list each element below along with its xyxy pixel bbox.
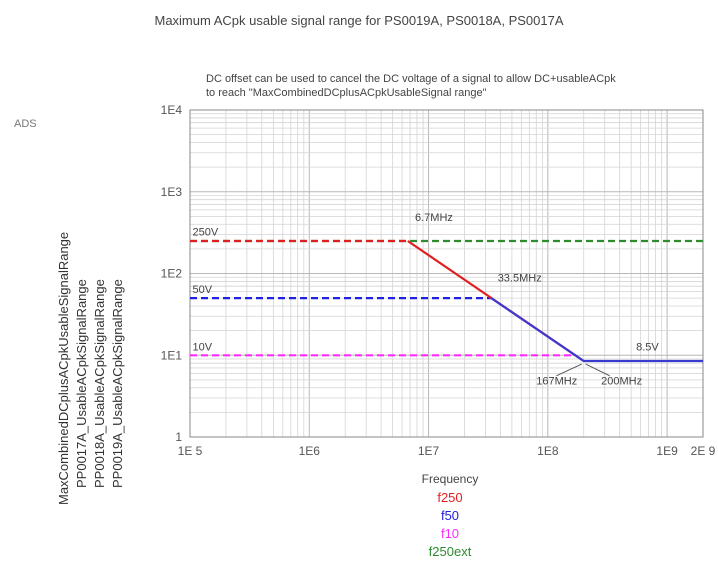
chart-annotation: 250V xyxy=(193,227,219,239)
corner-label: ADS xyxy=(14,118,37,130)
x-tick-label: 1E 5 xyxy=(178,444,203,458)
chart-annotation: 6.7MHz xyxy=(415,212,453,224)
chart-annotation: 200MHz xyxy=(601,375,642,387)
annotation-leader-line xyxy=(556,363,582,377)
chart-subtitle-line1: DC offset can be used to cancel the DC v… xyxy=(206,73,616,85)
plot-annotations: 250V 50V 10V 6.7MHz 33.5MHz 8.5V 167MHz 200MHz xyxy=(193,212,660,387)
chart-annotation: 8.5V xyxy=(636,341,659,353)
x-tick-label: 2E 9 xyxy=(691,444,716,458)
chart-subtitle: DC offset can be used to cancel the DC v… xyxy=(206,72,616,100)
legend-entry-f250: f250 xyxy=(437,490,463,505)
chart-annotation: 10V xyxy=(193,341,213,353)
x-tick-label: 1E9 xyxy=(656,444,678,458)
plot-series xyxy=(190,239,703,363)
x-axis-label: Frequency xyxy=(421,472,479,486)
y-tick-label: 1E3 xyxy=(161,185,183,199)
x-tick-label: 1E6 xyxy=(299,444,321,458)
legend-entry-f250ext: f250ext xyxy=(428,544,472,559)
legend-entry-f50: f50 xyxy=(440,508,460,523)
y-tick-label: 1 xyxy=(175,430,182,444)
chart-title: Maximum ACpk usable signal range for PS0… xyxy=(154,13,564,28)
chart-annotation: 167MHz xyxy=(536,375,577,387)
x-tick-label: 1E8 xyxy=(537,444,559,458)
plot-grid xyxy=(189,109,704,438)
legend-entry-f10: f10 xyxy=(440,526,460,541)
y-tick-label: 1E1 xyxy=(161,348,183,362)
y-tick-label: 1E2 xyxy=(161,267,183,281)
annotation-leader-line xyxy=(585,363,610,377)
axis-ticks: 1E 5 1E6 1E7 1E8 1E9 2E 9 1 1E1 1E2 1E3 1E4 xyxy=(161,103,716,458)
chart-annotation: 50V xyxy=(193,284,213,296)
x-tick-label: 1E7 xyxy=(418,444,440,458)
y-tick-label: 1E4 xyxy=(161,103,183,117)
series-f50-solid-line xyxy=(490,297,703,363)
chart-subtitle-line2: to reach "MaxCombinedDCplusACpkUsableSig… xyxy=(206,87,487,99)
plot-frame xyxy=(189,109,704,438)
chart-annotation: 33.5MHz xyxy=(498,272,542,284)
